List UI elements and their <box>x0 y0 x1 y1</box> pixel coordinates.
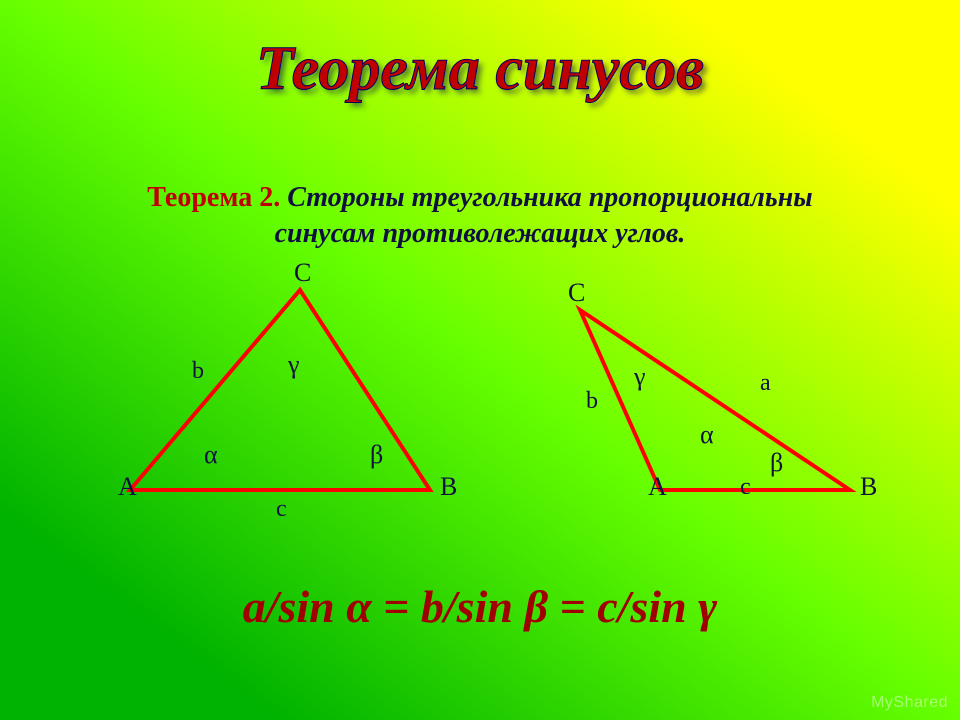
triangle-right-label-c: c <box>740 474 751 501</box>
triangle-left-label-A: A <box>118 472 137 502</box>
triangle-right-label-B: B <box>860 472 877 502</box>
triangle-left-label-b: b <box>192 358 204 385</box>
slide-stage: Теорема синусов Теорема 2. Стороны треуг… <box>0 0 960 720</box>
triangle-left-label-C: C <box>294 258 311 288</box>
watermark: MyShared <box>871 694 948 712</box>
triangle-left-label-beta: β <box>370 440 383 470</box>
triangle-right-label-C: C <box>568 278 585 308</box>
theorem-label: Теорема 2. <box>147 182 280 213</box>
theorem-statement: Теорема 2. Стороны треугольника пропорци… <box>100 180 860 253</box>
theorem-body: Стороны треугольника пропорциональны син… <box>275 182 813 249</box>
triangle-right-label-A: A <box>648 472 667 502</box>
triangle-left-label-c: c <box>276 496 287 523</box>
formula: a/sin α = b/sin β = c/sin γ <box>0 580 960 633</box>
triangle-left-label-B: B <box>440 472 457 502</box>
triangle-right-label-b: b <box>586 388 598 415</box>
triangle-right-label-gamma: γ <box>634 362 646 392</box>
triangle-right-label-beta: β <box>770 448 783 478</box>
triangle-left-label-gamma: γ <box>288 350 300 380</box>
triangle-right-label-alpha: α <box>700 420 714 450</box>
slide-title: Теорема синусов <box>0 34 960 105</box>
triangle-left-label-alpha: α <box>204 440 218 470</box>
triangle-right-label-a: a <box>760 370 771 397</box>
